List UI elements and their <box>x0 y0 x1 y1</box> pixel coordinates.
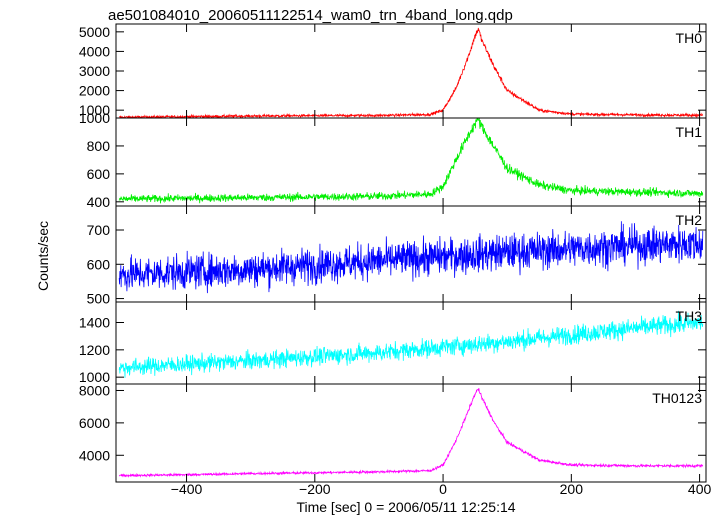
y-tick-label: 800 <box>87 138 111 154</box>
y-tick-label: 6000 <box>79 415 110 431</box>
y-tick-label: 3000 <box>79 63 110 79</box>
x-tick-label: 0 <box>439 481 447 497</box>
series-line-th3 <box>118 310 704 378</box>
series-line-th0 <box>119 27 704 118</box>
series-line-th2 <box>118 221 704 294</box>
y-tick-label: 600 <box>87 256 111 272</box>
panel-frame <box>115 383 707 483</box>
y-tick-label: 700 <box>87 222 111 238</box>
y-tick-label: 600 <box>87 166 111 182</box>
x-tick-label: 200 <box>560 481 584 497</box>
series-label-th2: TH2 <box>676 212 703 228</box>
series-line-th0123 <box>118 387 704 478</box>
y-tick-label: 1400 <box>79 315 110 331</box>
y-tick-label: 500 <box>87 291 111 307</box>
x-tick-label: 400 <box>688 481 712 497</box>
series-label-th0: TH0 <box>676 30 703 46</box>
x-axis-label: Time [sec] 0 = 2006/05/11 12:25:14 <box>296 499 515 515</box>
series-label-th0123: TH0123 <box>652 390 702 406</box>
panel-th0123: 4000 6000 8000 TH0123 <box>79 382 707 483</box>
series-label-th1: TH1 <box>676 124 703 140</box>
panel-th3: 1000 1200 1400 TH3 <box>79 301 707 385</box>
x-tick-label: −200 <box>299 481 331 497</box>
y-tick-label: 1000 <box>79 110 110 126</box>
y-axis-label: Counts/sec <box>35 221 51 291</box>
panel-th2: 500 600 700 TH2 <box>87 205 707 307</box>
panel-frame <box>115 23 707 119</box>
x-tick-label: −400 <box>171 481 203 497</box>
x-axis: −400 −200 0 200 400 <box>171 481 712 497</box>
y-tick-label: 8000 <box>79 382 110 398</box>
y-tick-label: 1200 <box>79 342 110 358</box>
y-tick-label: 2000 <box>79 83 110 99</box>
y-tick-label: 4000 <box>79 43 110 59</box>
panel-th0: 1000 2000 3000 4000 5000 TH0 <box>79 23 707 119</box>
panels: 1000 2000 3000 4000 5000 TH0 400 600 800 1000 TH1 5… <box>79 23 707 483</box>
y-tick-label: 5000 <box>79 24 110 40</box>
y-tick-label: 1000 <box>79 369 110 385</box>
chart-title: ae501084010_20060511122514_wam0_trn_4ban… <box>108 7 513 24</box>
y-tick-label: 1000 <box>79 102 110 118</box>
series-label-th3: TH3 <box>676 308 703 324</box>
y-tick-label: 400 <box>87 194 111 210</box>
series-line-th1 <box>118 118 704 204</box>
y-tick-label: 4000 <box>79 447 110 463</box>
panel-th1: 400 600 800 1000 TH1 <box>79 110 707 210</box>
